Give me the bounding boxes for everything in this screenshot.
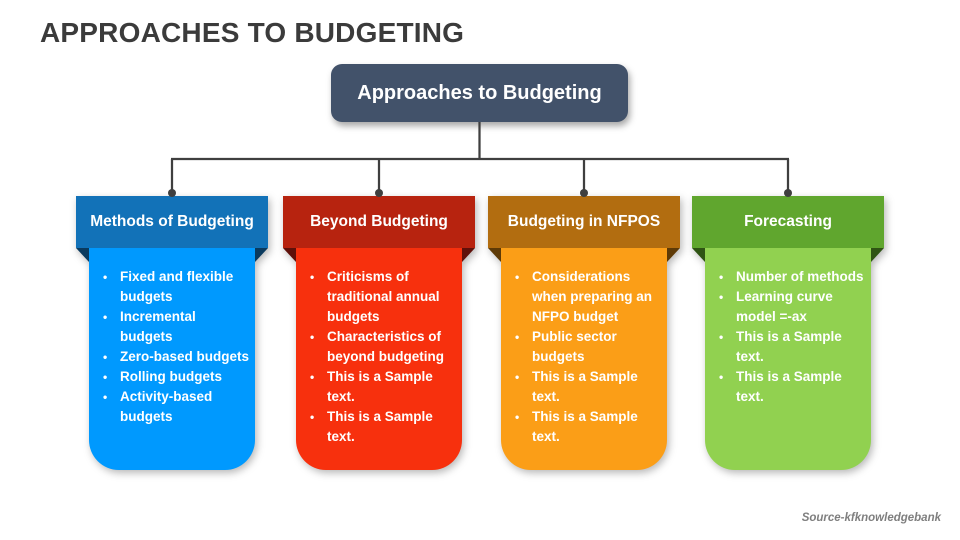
ribbon-fold-left: [76, 248, 89, 262]
ribbon-fold-right: [255, 248, 268, 262]
card-budgeting-in-nfpos: Budgeting in NFPOS Considerations when p…: [488, 196, 680, 470]
bullet-item: This is a Sample text.: [514, 367, 661, 407]
bullet-list: Fixed and flexible budgetsIncremental bu…: [89, 248, 255, 427]
card-title: Budgeting in NFPOS: [507, 213, 661, 230]
card-beyond-budgeting: Beyond Budgeting Criticisms of tradition…: [283, 196, 475, 470]
card-forecasting: Forecasting Number of methodsLearning cu…: [692, 196, 884, 470]
bullet-item: Number of methods: [718, 267, 865, 287]
card-body: Fixed and flexible budgetsIncremental bu…: [89, 248, 255, 470]
root-node: Approaches to Budgeting: [331, 64, 628, 122]
bullet-item: Considerations when preparing an NFPO bu…: [514, 267, 661, 327]
ribbon-fold-right: [667, 248, 680, 262]
card-title: Methods of Budgeting: [90, 213, 254, 230]
bullet-item: Fixed and flexible budgets: [102, 267, 249, 307]
card-header: Beyond Budgeting: [283, 196, 475, 248]
ribbon-fold-left: [283, 248, 296, 262]
card-header: Forecasting: [692, 196, 884, 248]
card-header: Methods of Budgeting: [76, 196, 268, 248]
bullet-item: Public sector budgets: [514, 327, 661, 367]
bullet-item: Rolling budgets: [102, 367, 249, 387]
bullet-list: Criticisms of traditional annual budgets…: [296, 248, 462, 447]
bullet-item: This is a Sample text.: [718, 327, 865, 367]
bullet-item: Characteristics of beyond budgeting: [309, 327, 456, 367]
bullet-item: This is a Sample text.: [514, 407, 661, 447]
card-body: Number of methodsLearning curve model =-…: [705, 248, 871, 470]
card-body: Criticisms of traditional annual budgets…: [296, 248, 462, 470]
bullet-item: This is a Sample text.: [309, 367, 456, 407]
bullet-item: Incremental budgets: [102, 307, 249, 347]
bullet-item: Zero-based budgets: [102, 347, 249, 367]
card-title: Forecasting: [744, 213, 832, 230]
bullet-item: Activity-based budgets: [102, 387, 249, 427]
bullet-list: Number of methodsLearning curve model =-…: [705, 248, 871, 407]
card-methods-of-budgeting: Methods of Budgeting Fixed and flexible …: [76, 196, 268, 470]
root-node-label: Approaches to Budgeting: [357, 81, 602, 104]
ribbon-fold-right: [462, 248, 475, 262]
bullet-item: Criticisms of traditional annual budgets: [309, 267, 456, 327]
page-title: APPROACHES TO BUDGETING: [40, 17, 465, 48]
bullet-list: Considerations when preparing an NFPO bu…: [501, 248, 667, 447]
card-title: Beyond Budgeting: [310, 213, 448, 230]
card-body: Considerations when preparing an NFPO bu…: [501, 248, 667, 470]
ribbon-fold-left: [692, 248, 705, 262]
ribbon-fold-left: [488, 248, 501, 262]
bullet-item: This is a Sample text.: [309, 407, 456, 447]
source-credit: Source-kfknowledgebank: [801, 512, 941, 524]
card-header: Budgeting in NFPOS: [488, 196, 680, 248]
ribbon-fold-right: [871, 248, 884, 262]
bullet-item: Learning curve model =-ax: [718, 287, 865, 327]
bullet-item: This is a Sample text.: [718, 367, 865, 407]
